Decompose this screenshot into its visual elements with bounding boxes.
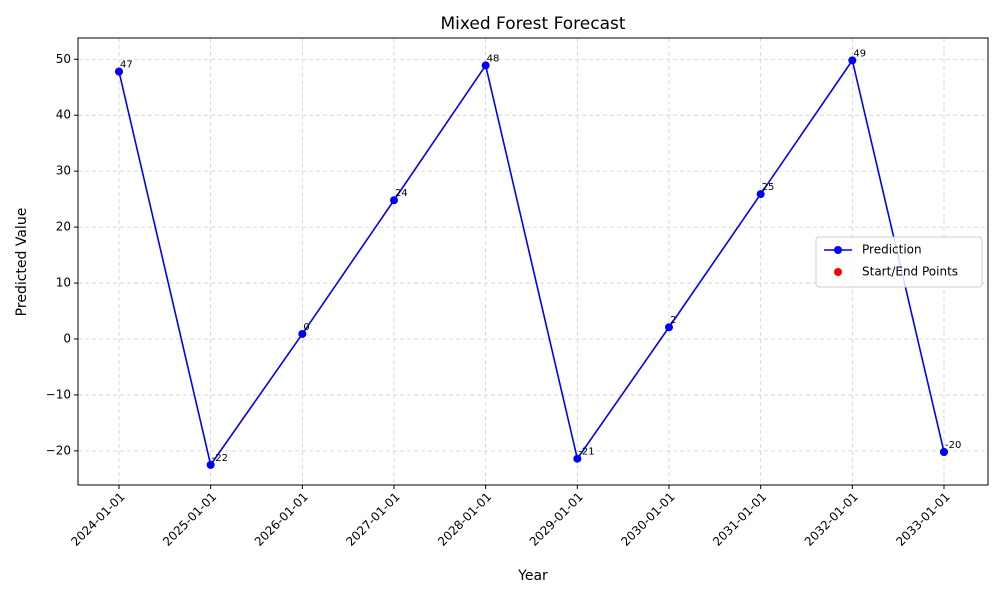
- y-tick-label: 50: [56, 52, 71, 66]
- data-label: 48: [487, 53, 500, 64]
- x-tick-label: 2029-01-01: [527, 490, 586, 549]
- plot-frame: [77, 37, 989, 486]
- legend: Prediction Start/End Points: [815, 236, 983, 288]
- marker: [665, 323, 673, 332]
- data-label: 25: [762, 182, 775, 193]
- marker: [115, 67, 123, 76]
- x-tick-label: 2025-01-01: [160, 490, 219, 549]
- y-axis-label: Predicted Value: [14, 208, 30, 317]
- x-tick-label: 2030-01-01: [618, 490, 677, 549]
- legend-marker: [834, 246, 842, 254]
- x-tick-label: 2028-01-01: [435, 490, 494, 549]
- y-tick-label: 40: [56, 108, 71, 122]
- marker: [756, 190, 765, 199]
- marker: [206, 460, 215, 469]
- x-tick-label: 2027-01-01: [343, 490, 402, 549]
- data-label: -21: [578, 447, 594, 458]
- x-tick-label: 2026-01-01: [252, 490, 311, 549]
- marker: [940, 447, 948, 456]
- chart-title: Mixed Forest Forecast: [440, 14, 625, 34]
- x-axis-label: Year: [517, 568, 548, 584]
- legend-label: Start/End Points: [862, 265, 958, 279]
- x-tick-label: 2033-01-01: [893, 490, 952, 549]
- x-tick-label: 2031-01-01: [710, 490, 769, 549]
- legend-box: [815, 236, 983, 288]
- marker: [481, 61, 490, 70]
- x-tick-label: 2032-01-01: [802, 490, 861, 549]
- data-label: -22: [212, 453, 228, 464]
- data-label: -20: [945, 440, 961, 451]
- y-tick-label: −10: [46, 387, 71, 401]
- marker: [573, 454, 582, 463]
- y-tick-label: 10: [56, 276, 71, 290]
- x-tick-label: 2024-01-01: [68, 490, 127, 549]
- marker: [298, 329, 307, 338]
- data-label: 2: [670, 315, 676, 326]
- y-tick-label: 30: [56, 164, 71, 178]
- data-label: 24: [395, 188, 408, 199]
- data-label: 0: [303, 322, 309, 333]
- y-tick-label: 20: [56, 220, 71, 234]
- data-label: 49: [853, 48, 866, 59]
- legend-label: Prediction: [862, 243, 922, 257]
- data-label: 47: [120, 60, 133, 71]
- y-tick-label: −20: [46, 443, 71, 457]
- line: [118, 58, 945, 467]
- legend-marker: [834, 268, 842, 276]
- marker: [390, 196, 398, 205]
- y-tick-label: 0: [63, 331, 71, 345]
- marker: [848, 56, 857, 65]
